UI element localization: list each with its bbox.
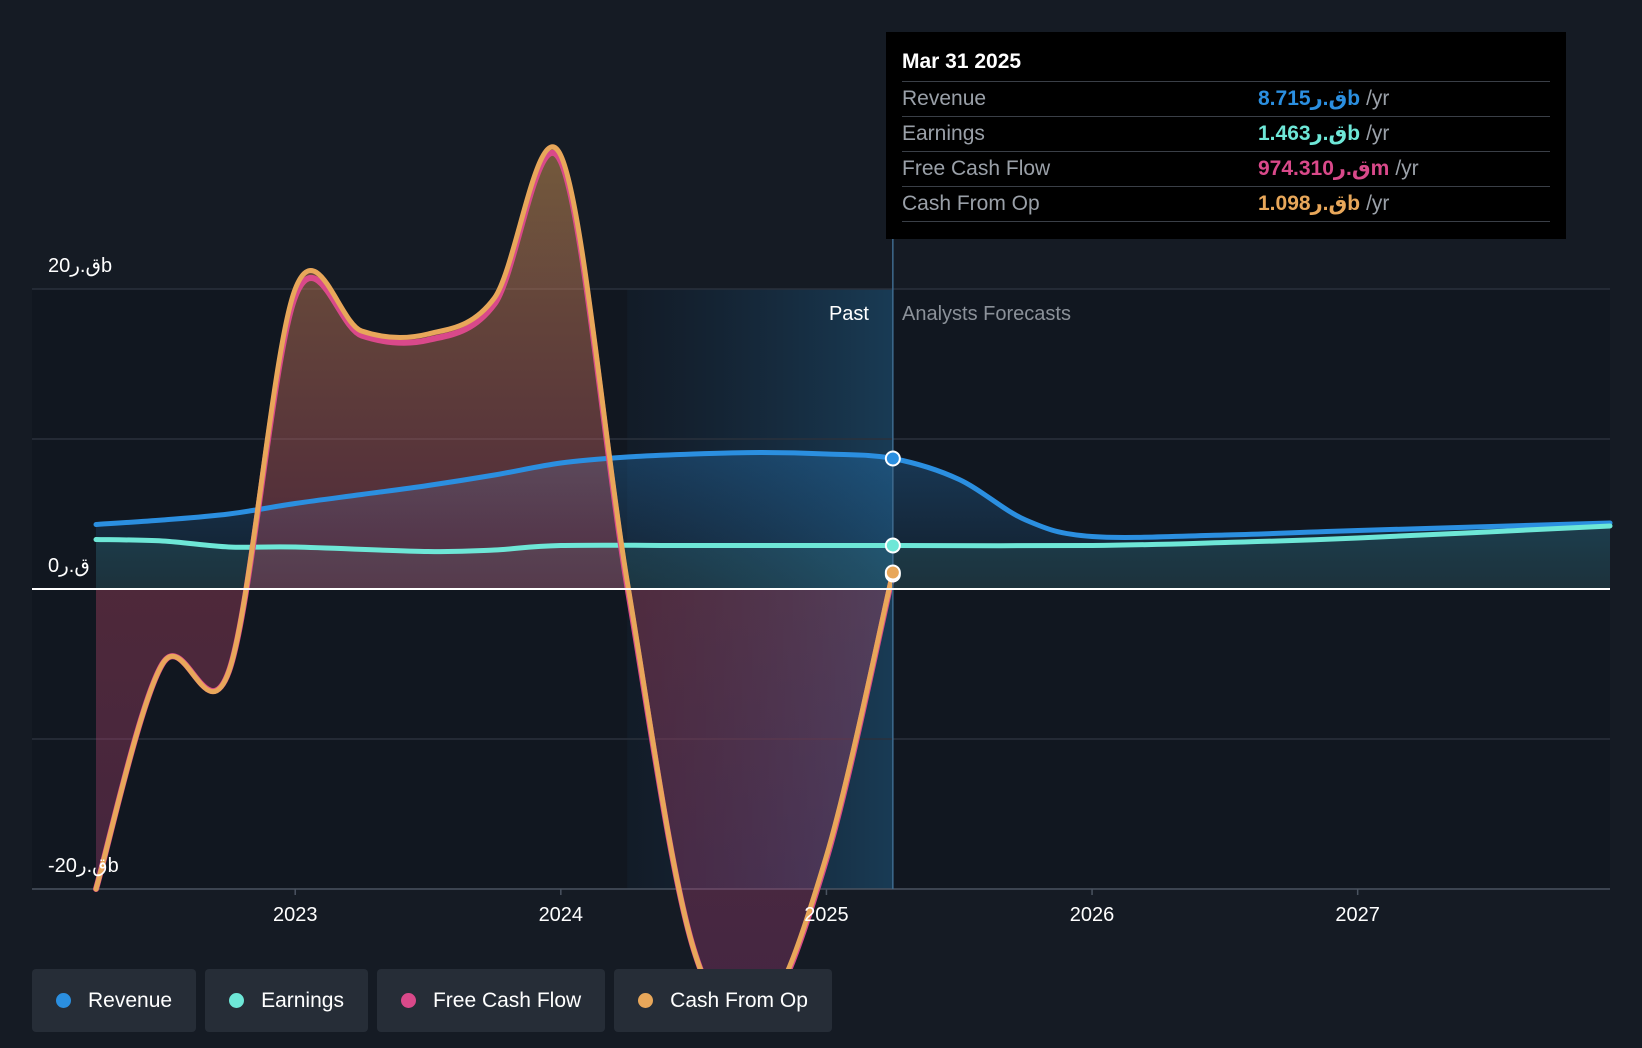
- legend-item-earnings[interactable]: Earnings: [205, 969, 368, 1032]
- cash-from-op-point: [884, 564, 901, 581]
- legend-dot-icon: [229, 993, 245, 1008]
- tooltip-row-earnings: Earnings 1.463ق.رb /yr: [902, 116, 1550, 151]
- legend-item-free-cash-flow[interactable]: Free Cash Flow: [376, 969, 606, 1032]
- y-axis-max-label: 20ق.رb: [48, 255, 112, 277]
- x-tick-label: 2027: [1335, 904, 1380, 926]
- legend-dot-icon: [56, 993, 71, 1008]
- legend: Revenue Earnings Free Cash Flow Cash Fro…: [32, 969, 841, 1032]
- legend-item-cash-from-op[interactable]: Cash From Op: [614, 969, 832, 1032]
- tooltip-unit: /yr: [1366, 122, 1390, 145]
- revenue-point: [884, 450, 901, 467]
- tooltip-label: Cash From Op: [902, 192, 1040, 215]
- tooltip-date: Mar 31 2025: [902, 50, 1022, 73]
- cash-from-op-area: [96, 146, 893, 1022]
- legend-dot-icon: [638, 993, 654, 1008]
- x-tick-label: 2024: [539, 904, 584, 926]
- legend-label: Revenue: [88, 988, 173, 1012]
- tooltip-unit: /yr: [1395, 157, 1419, 180]
- x-tick-label: 2026: [1070, 904, 1115, 926]
- tooltip-unit: /yr: [1366, 192, 1390, 215]
- forecast-label: Analysts Forecasts: [902, 303, 1071, 325]
- legend-dot-icon: [400, 993, 416, 1008]
- legend-item-revenue[interactable]: Revenue: [32, 969, 197, 1032]
- x-tick-label: 2023: [273, 904, 318, 926]
- legend-label: Earnings: [261, 988, 344, 1012]
- tooltip-row-cash-from-op: Cash From Op 1.098ق.رb /yr: [902, 186, 1550, 222]
- earnings-point: [884, 537, 901, 554]
- past-label: Past: [829, 303, 869, 325]
- legend-label: Cash From Op: [670, 988, 808, 1012]
- tooltip: Mar 31 2025 Revenue 8.715ق.رb /yr Earnin…: [886, 32, 1566, 239]
- earnings-line: [93, 523, 1613, 555]
- tooltip-label: Free Cash Flow: [902, 157, 1051, 180]
- tooltip-unit: /yr: [1366, 87, 1390, 110]
- tooltip-value: 974.310ق.رm: [1258, 157, 1390, 180]
- tooltip-value: 8.715ق.رb: [1258, 87, 1361, 110]
- tooltip-value: 1.463ق.رb: [1258, 122, 1361, 145]
- tooltip-label: Earnings: [902, 122, 985, 145]
- x-tick-label: 2025: [804, 904, 849, 926]
- legend-label: Free Cash Flow: [432, 988, 582, 1012]
- tooltip-row-free-cash-flow: Free Cash Flow 974.310ق.رm /yr: [902, 151, 1550, 186]
- y-axis-min-label: -20ق.رb: [48, 855, 119, 877]
- y-axis-zero-label: 0ق.ر: [48, 555, 90, 577]
- tooltip-row-revenue: Revenue 8.715ق.رb /yr: [902, 81, 1550, 116]
- tooltip-value: 1.098ق.رb: [1258, 192, 1361, 215]
- tooltip-label: Revenue: [902, 87, 987, 110]
- revenue-line: [93, 450, 1613, 540]
